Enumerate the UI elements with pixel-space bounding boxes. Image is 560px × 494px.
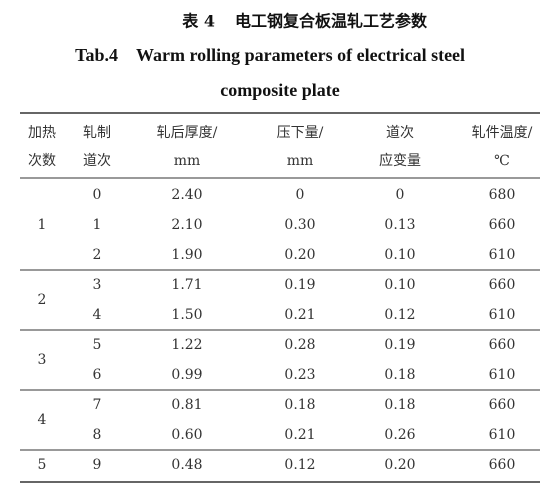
cell: 0.21 [284,427,315,443]
table-label-en: Tab.4 [75,45,118,65]
heating-cell: 4 [38,412,47,428]
cell: 0.19 [384,337,415,353]
cell: 0.10 [384,247,415,263]
heating-cell: 1 [38,217,47,233]
cell: 0.12 [284,457,315,473]
heating-cell: 3 [38,352,47,368]
cell: 7 [93,397,102,413]
cell: 0.48 [171,457,202,473]
table-title-en: Warm rolling parameters of electrical st… [136,45,465,65]
cell: 0 [296,187,305,203]
cell: 8 [93,427,102,443]
cell: 1.90 [171,247,202,263]
cell: 2.40 [171,187,202,203]
cell: 0.21 [284,307,315,323]
header-cell: 轧制 [83,125,111,141]
cell: 0.12 [384,307,415,323]
cell: 0 [93,187,102,203]
cell: 610 [489,367,516,383]
cell: 0.13 [384,217,415,233]
table-label: 表 4 [181,12,215,31]
header-cell: ℃ [494,153,510,169]
header-cell: 轧后厚度/ [157,125,218,141]
cell: 0.26 [384,427,415,443]
header-cell: 道次 [386,125,414,141]
header-cell: 应变量 [379,152,421,169]
heating-cell: 2 [38,292,47,308]
cell: 0.23 [284,367,315,383]
cell: 660 [489,217,516,233]
cell: 6 [93,367,102,383]
cell: 9 [93,457,102,473]
cell: 0.99 [171,367,202,383]
cell: 680 [489,187,516,203]
cell: 1.50 [171,307,202,323]
cell: 660 [489,337,516,353]
heating-cell: 5 [38,457,47,473]
cell: 0.18 [384,397,415,413]
cell: 2 [93,247,102,263]
header-cell: mm [174,153,201,169]
cell: 0.30 [284,217,315,233]
cell: 610 [489,307,516,323]
cell: 0.19 [284,277,315,293]
cell: 660 [489,397,516,413]
cell: 0.18 [284,397,315,413]
cell: 660 [489,277,516,293]
cell: 0.28 [284,337,315,353]
cell: 1.71 [171,277,202,293]
cell: 660 [489,457,516,473]
cell: 0.60 [171,427,202,443]
header-cell: 轧件温度/ [472,125,533,141]
cell: 1.22 [171,337,202,353]
cell: 2.10 [171,217,202,233]
cell: 0.10 [384,277,415,293]
table-title: 电工钢复合板温轧工艺参数 [235,12,428,31]
cell: 0.20 [284,247,315,263]
header-cell: 压下量/ [277,125,324,141]
cell: 610 [489,247,516,263]
cell: 0 [396,187,405,203]
header-cell: 加热 [28,125,56,141]
header-cell: 道次 [83,153,111,169]
cell: 0.81 [171,397,202,413]
cell: 0.20 [384,457,415,473]
cell: 3 [93,277,102,293]
header-cell: mm [287,153,314,169]
cell: 1 [93,217,102,233]
cell: 0.18 [384,367,415,383]
cell: 610 [489,427,516,443]
cell: 4 [93,307,102,323]
table-title-en: composite plate [220,80,339,100]
cell: 5 [93,337,102,353]
header-cell: 次数 [28,153,56,169]
